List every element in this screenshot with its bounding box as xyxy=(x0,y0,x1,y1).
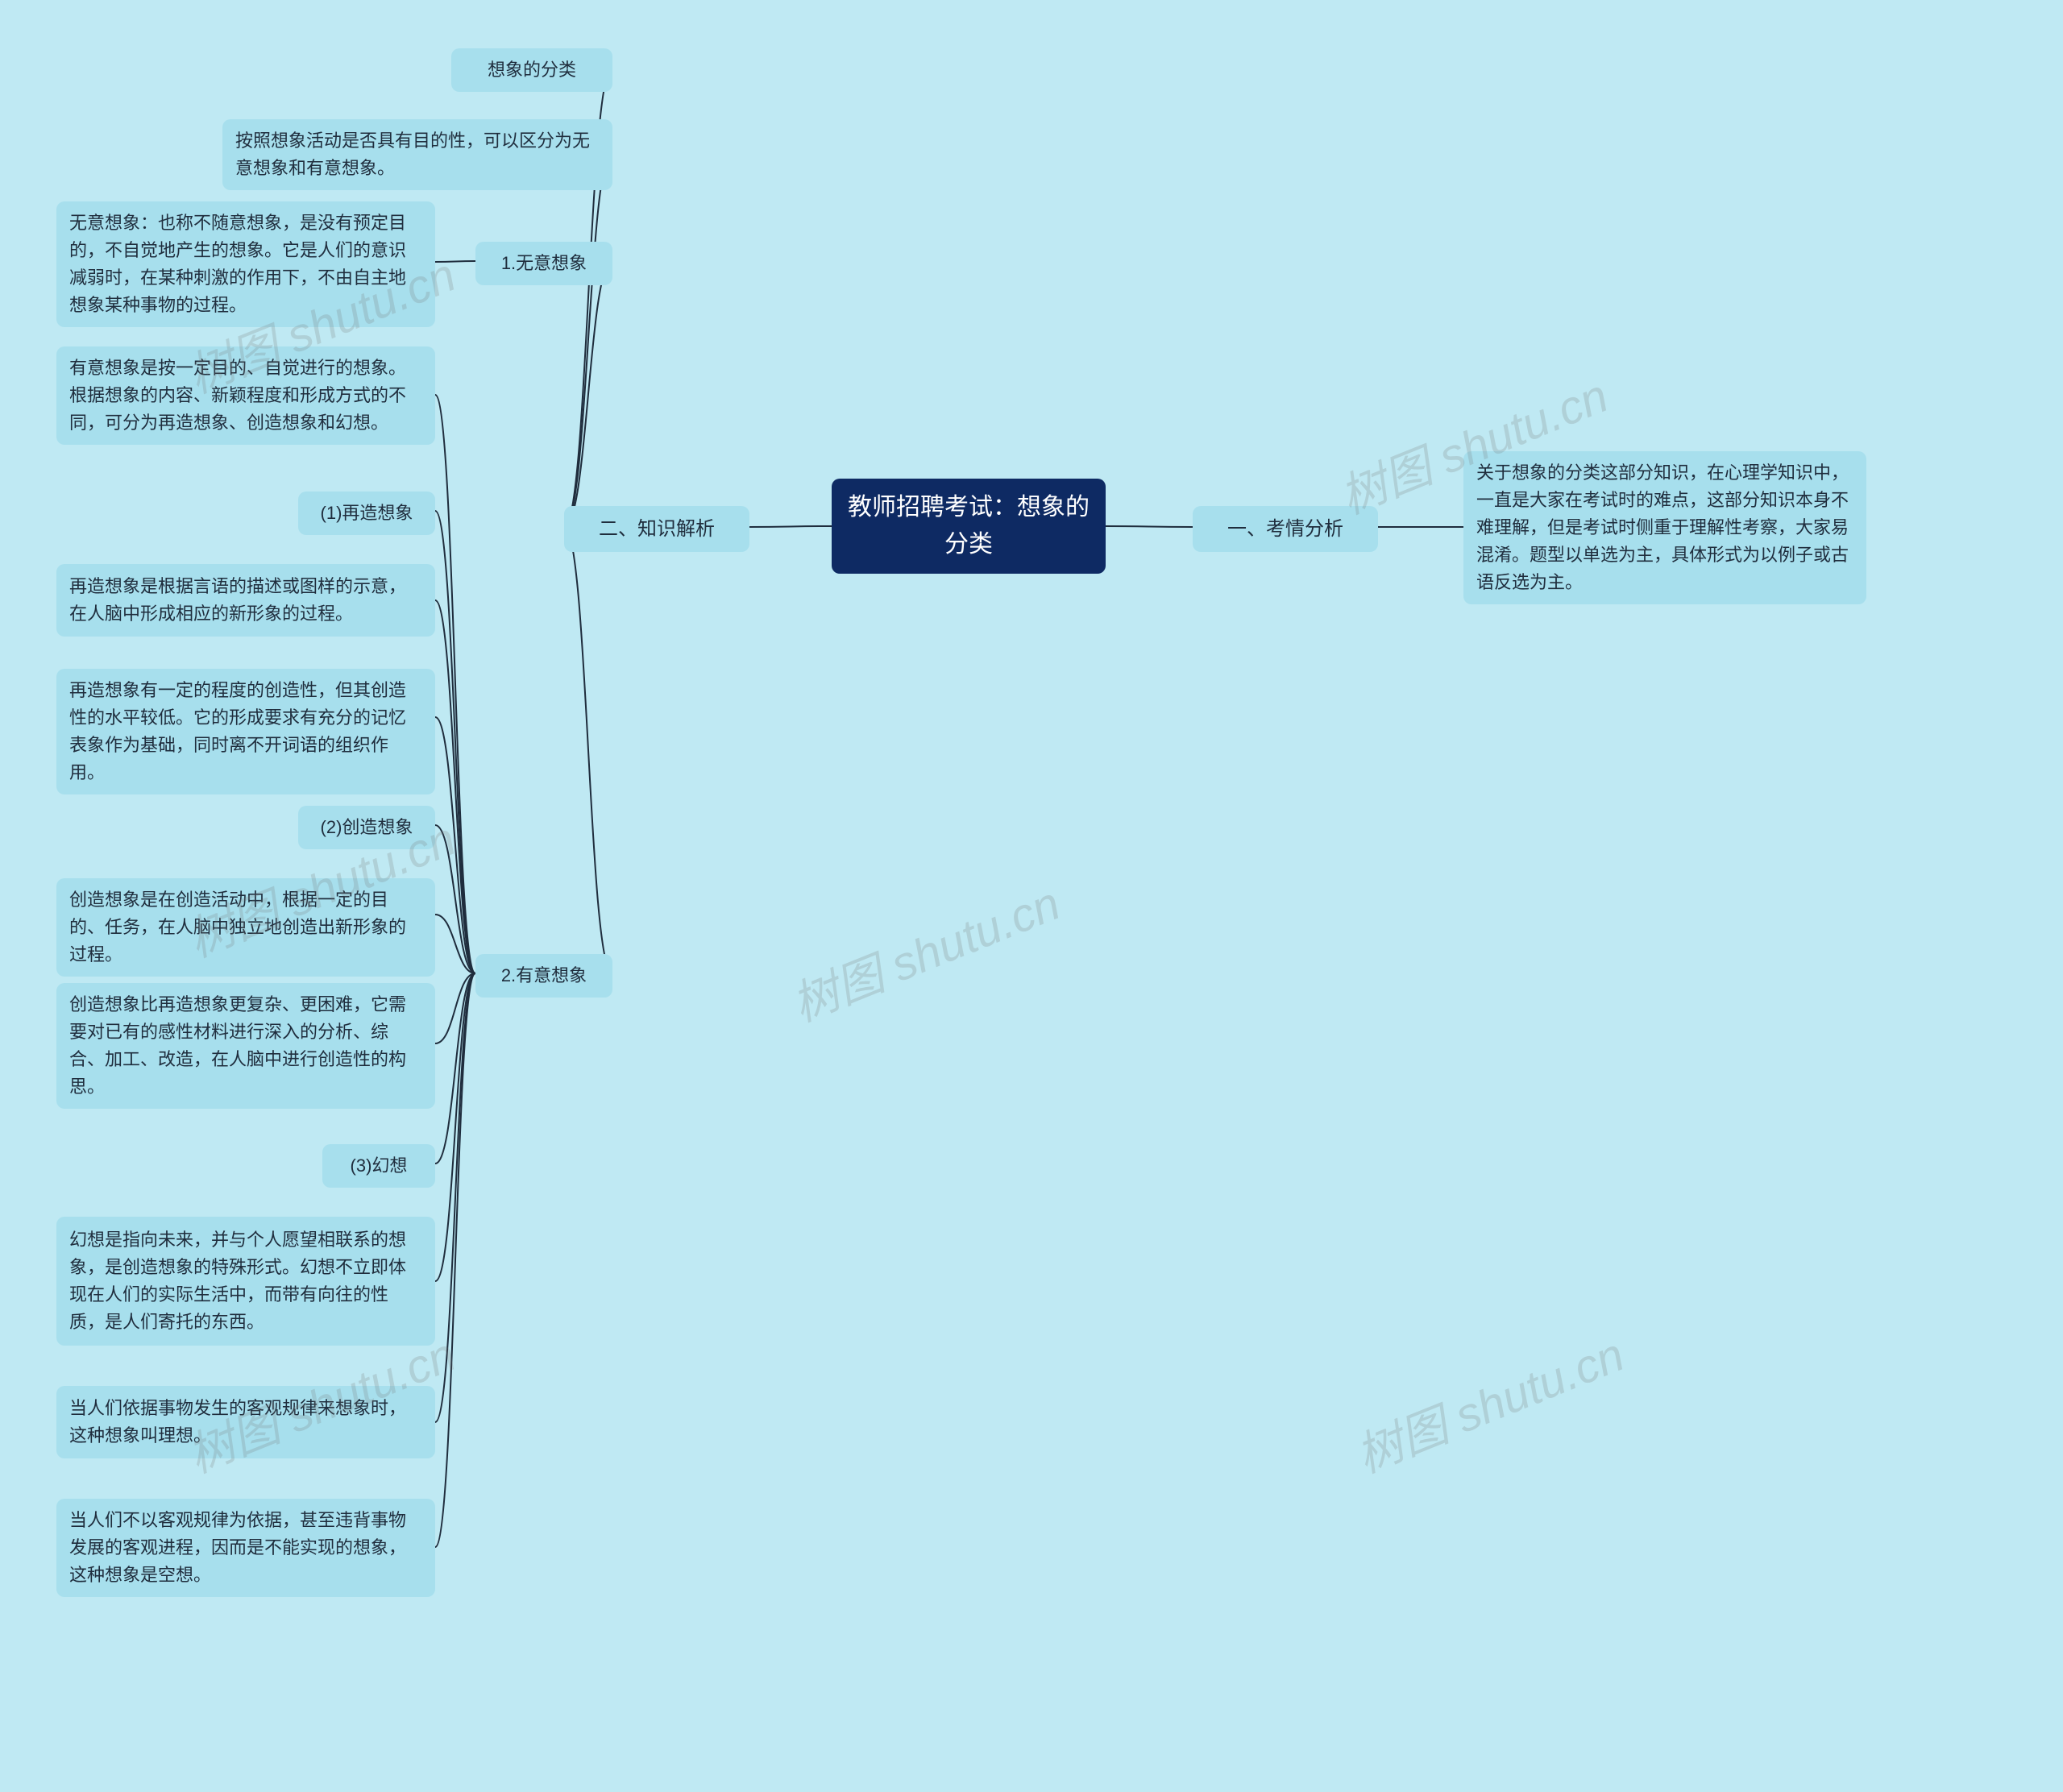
leaf-huanxiang-d1: 幻想是指向未来，并与个人愿望相联系的想象，是创造想象的特殊形式。幻想不立即体现在… xyxy=(56,1217,435,1346)
leaf-text: (2)创造想象 xyxy=(321,814,413,841)
leaf-text: 想象的分类 xyxy=(488,56,576,84)
leaf-text: 2.有意想象 xyxy=(501,962,587,989)
leaf-text: 当人们不以客观规律为依据，甚至违背事物发展的客观进程，因而是不能实现的想象，这种… xyxy=(69,1507,422,1589)
leaf-text: 按照想象活动是否具有目的性，可以区分为无意想象和有意想象。 xyxy=(235,127,600,182)
leaf-youyi-intro: 有意想象是按一定目的、自觉进行的想象。根据想象的内容、新颖程度和形成方式的不同，… xyxy=(56,346,435,445)
leaf-text: 1.无意想象 xyxy=(501,250,587,277)
leaf-youyi-title: 2.有意想象 xyxy=(475,954,612,998)
branch-kaoqing: 一、考情分析 xyxy=(1193,506,1378,552)
leaf-text: 幻想是指向未来，并与个人愿望相联系的想象，是创造想象的特殊形式。幻想不立即体现在… xyxy=(69,1226,422,1336)
leaf-zaizao-title: (1)再造想象 xyxy=(298,492,435,535)
leaf-huanxiang-d3: 当人们不以客观规律为依据，甚至违背事物发展的客观进程，因而是不能实现的想象，这种… xyxy=(56,1499,435,1597)
leaf-text: 再造想象是根据言语的描述或图样的示意，在人脑中形成相应的新形象的过程。 xyxy=(69,573,422,628)
watermark: 树图 shutu.cn xyxy=(1345,1317,1633,1486)
root-node: 教师招聘考试：想象的分类 xyxy=(832,479,1106,574)
leaf-text: 关于想象的分类这部分知识，在心理学知识中，一直是大家在考试时的难点，这部分知识本… xyxy=(1476,459,1853,596)
leaf-kaoqing-desc: 关于想象的分类这部分知识，在心理学知识中，一直是大家在考试时的难点，这部分知识本… xyxy=(1463,451,1866,604)
mindmap-canvas: 教师招聘考试：想象的分类 一、考情分析 关于想象的分类这部分知识，在心理学知识中… xyxy=(0,0,2063,1792)
watermark: 树图 shutu.cn xyxy=(781,865,1069,1035)
leaf-chuangzao-title: (2)创造想象 xyxy=(298,806,435,849)
leaf-text: 创造想象比再造想象更复杂、更困难，它需要对已有的感性材料进行深入的分析、综合、加… xyxy=(69,991,422,1101)
leaf-zaizao-d1: 再造想象是根据言语的描述或图样的示意，在人脑中形成相应的新形象的过程。 xyxy=(56,564,435,637)
branch-label: 二、知识解析 xyxy=(599,514,715,544)
leaf-huanxiang-d2: 当人们依据事物发生的客观规律来想象时，这种想象叫理想。 xyxy=(56,1386,435,1458)
leaf-wuyi-desc: 无意想象：也称不随意想象，是没有预定目的，不自觉地产生的想象。它是人们的意识减弱… xyxy=(56,201,435,327)
leaf-zaizao-d2: 再造想象有一定的程度的创造性，但其创造性的水平较低。它的形成要求有充分的记忆表象… xyxy=(56,669,435,794)
leaf-huanxiang-title: (3)幻想 xyxy=(322,1144,435,1188)
leaf-text: 创造想象是在创造活动中，根据一定的目的、任务，在人脑中独立地创造出新形象的过程。 xyxy=(69,886,422,969)
branch-zhishi: 二、知识解析 xyxy=(564,506,749,552)
leaf-class-title: 想象的分类 xyxy=(451,48,612,92)
leaf-wuyi-title: 1.无意想象 xyxy=(475,242,612,285)
leaf-text: 无意想象：也称不随意想象，是没有预定目的，不自觉地产生的想象。它是人们的意识减弱… xyxy=(69,209,422,319)
leaf-text: 当人们依据事物发生的客观规律来想象时，这种想象叫理想。 xyxy=(69,1395,422,1450)
branch-label: 一、考情分析 xyxy=(1227,514,1343,544)
leaf-text: (3)幻想 xyxy=(351,1152,408,1180)
leaf-chuangzao-d2: 创造想象比再造想象更复杂、更困难，它需要对已有的感性材料进行深入的分析、综合、加… xyxy=(56,983,435,1109)
leaf-text: (1)再造想象 xyxy=(321,500,413,527)
leaf-text: 再造想象有一定的程度的创造性，但其创造性的水平较低。它的形成要求有充分的记忆表象… xyxy=(69,677,422,786)
leaf-text: 有意想象是按一定目的、自觉进行的想象。根据想象的内容、新颖程度和形成方式的不同，… xyxy=(69,355,422,437)
leaf-chuangzao-d1: 创造想象是在创造活动中，根据一定的目的、任务，在人脑中独立地创造出新形象的过程。 xyxy=(56,878,435,977)
root-label: 教师招聘考试：想象的分类 xyxy=(845,489,1093,564)
leaf-class-desc: 按照想象活动是否具有目的性，可以区分为无意想象和有意想象。 xyxy=(222,119,612,190)
